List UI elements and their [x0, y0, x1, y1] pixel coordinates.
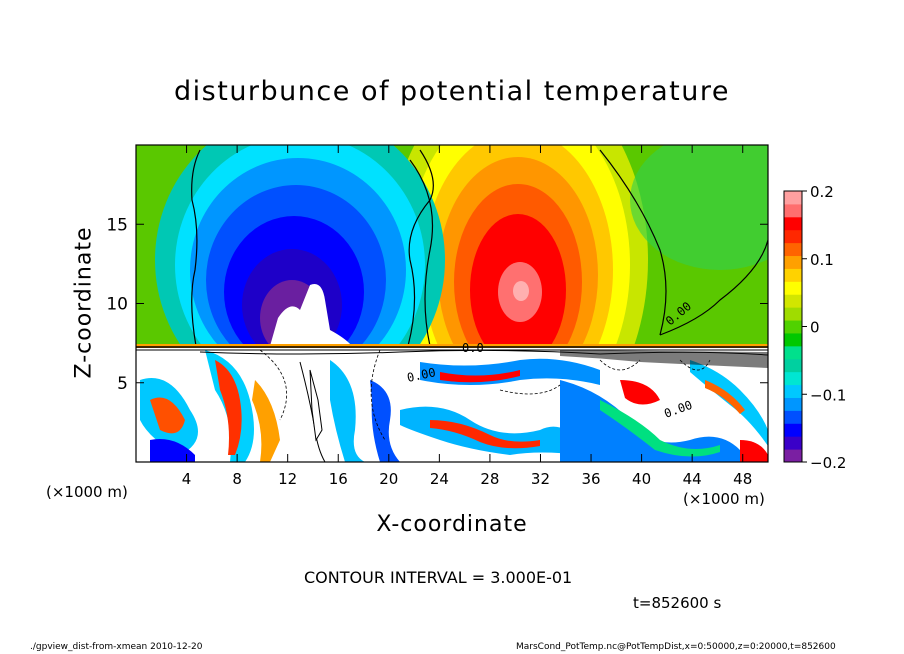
footer-right-text: MarsCond_PotTemp.nc@PotTempDist,x=0:5000…: [516, 642, 836, 652]
x-axis-ticks: 4 8 12 16 20 24 28 32 36 40 44 48: [182, 145, 752, 488]
colorbar-segment: [784, 436, 802, 450]
contour-interval-text: CONTOUR INTERVAL = 3.000E-01: [304, 568, 573, 587]
x-tick-label: 12: [278, 470, 297, 488]
x-tick-label: 28: [480, 470, 499, 488]
x-tick-label: 32: [531, 470, 550, 488]
colorbar-segment: [784, 203, 802, 218]
interface-band: [136, 344, 768, 368]
colorbar-segment: [784, 191, 802, 205]
colorbar-segment: [784, 255, 802, 269]
x-tick-label: 4: [182, 470, 192, 488]
colorbar-segment: [784, 345, 802, 360]
colorbar-segment: [784, 449, 802, 463]
colorbar-segment: [784, 358, 802, 373]
x-tick-label: 36: [581, 470, 600, 488]
y-tick-label: 5: [117, 374, 128, 394]
colorbar-tick-label: 0.2: [810, 183, 834, 201]
y-axis-ticks: 5 10 15: [106, 215, 768, 394]
x-tick-label: 24: [430, 470, 449, 488]
x-tick-label: 44: [683, 470, 702, 488]
colorbar-segment: [784, 410, 802, 424]
colorbar-segment: [784, 281, 802, 295]
time-label: t=852600 s: [633, 594, 722, 612]
x-unit-label-right: (×1000 m): [683, 490, 765, 508]
colorbar-segment: [784, 423, 802, 437]
contour-label: 0.0: [462, 341, 484, 355]
contour-labels: 0.0 0.00 0.00 0.00: [406, 299, 694, 421]
colorbar-ticks: 0.2 0.1 0 −0.1 −0.2: [802, 183, 846, 472]
colorbar-segment: [784, 268, 802, 282]
colorbar: [783, 190, 803, 463]
chart-title: disturbunce of potential temperature: [174, 76, 730, 107]
x-tick-label: 40: [632, 470, 651, 488]
y-tick-label: 15: [106, 215, 128, 235]
x-tick-label: 20: [379, 470, 398, 488]
lower-field: [136, 346, 768, 462]
colorbar-segment: [784, 294, 802, 308]
x-unit-label-left: (×1000 m): [46, 483, 128, 501]
colorbar-tick-label: 0.1: [810, 251, 834, 269]
x-tick-label: 48: [733, 470, 752, 488]
y-tick-label: 10: [106, 295, 128, 315]
colorbar-segment: [784, 397, 802, 411]
colorbar-segment: [784, 371, 802, 386]
colorbar-tick-label: −0.2: [810, 454, 846, 472]
y-axis-label: Z-coordinate: [71, 226, 97, 379]
colorbar-segment: [784, 332, 802, 347]
colorbar-segment: [784, 216, 802, 231]
colorbar-segment: [784, 307, 802, 321]
colorbar-tick-label: 0: [810, 319, 820, 337]
colorbar-segment: [784, 320, 802, 334]
colorbar-segment: [784, 242, 802, 257]
contour-label: 0.00: [406, 365, 437, 385]
x-axis-label: X-coordinate: [376, 512, 528, 537]
upper-field: [136, 145, 768, 346]
x-tick-label: 16: [329, 470, 348, 488]
colorbar-tick-label: −0.1: [810, 386, 846, 404]
x-tick-label: 8: [232, 470, 242, 488]
footer-left-text: ./gpview_dist-from-xmean 2010-12-20: [30, 642, 203, 652]
colorbar-segment: [784, 384, 802, 398]
colorbar-segment: [784, 229, 802, 244]
